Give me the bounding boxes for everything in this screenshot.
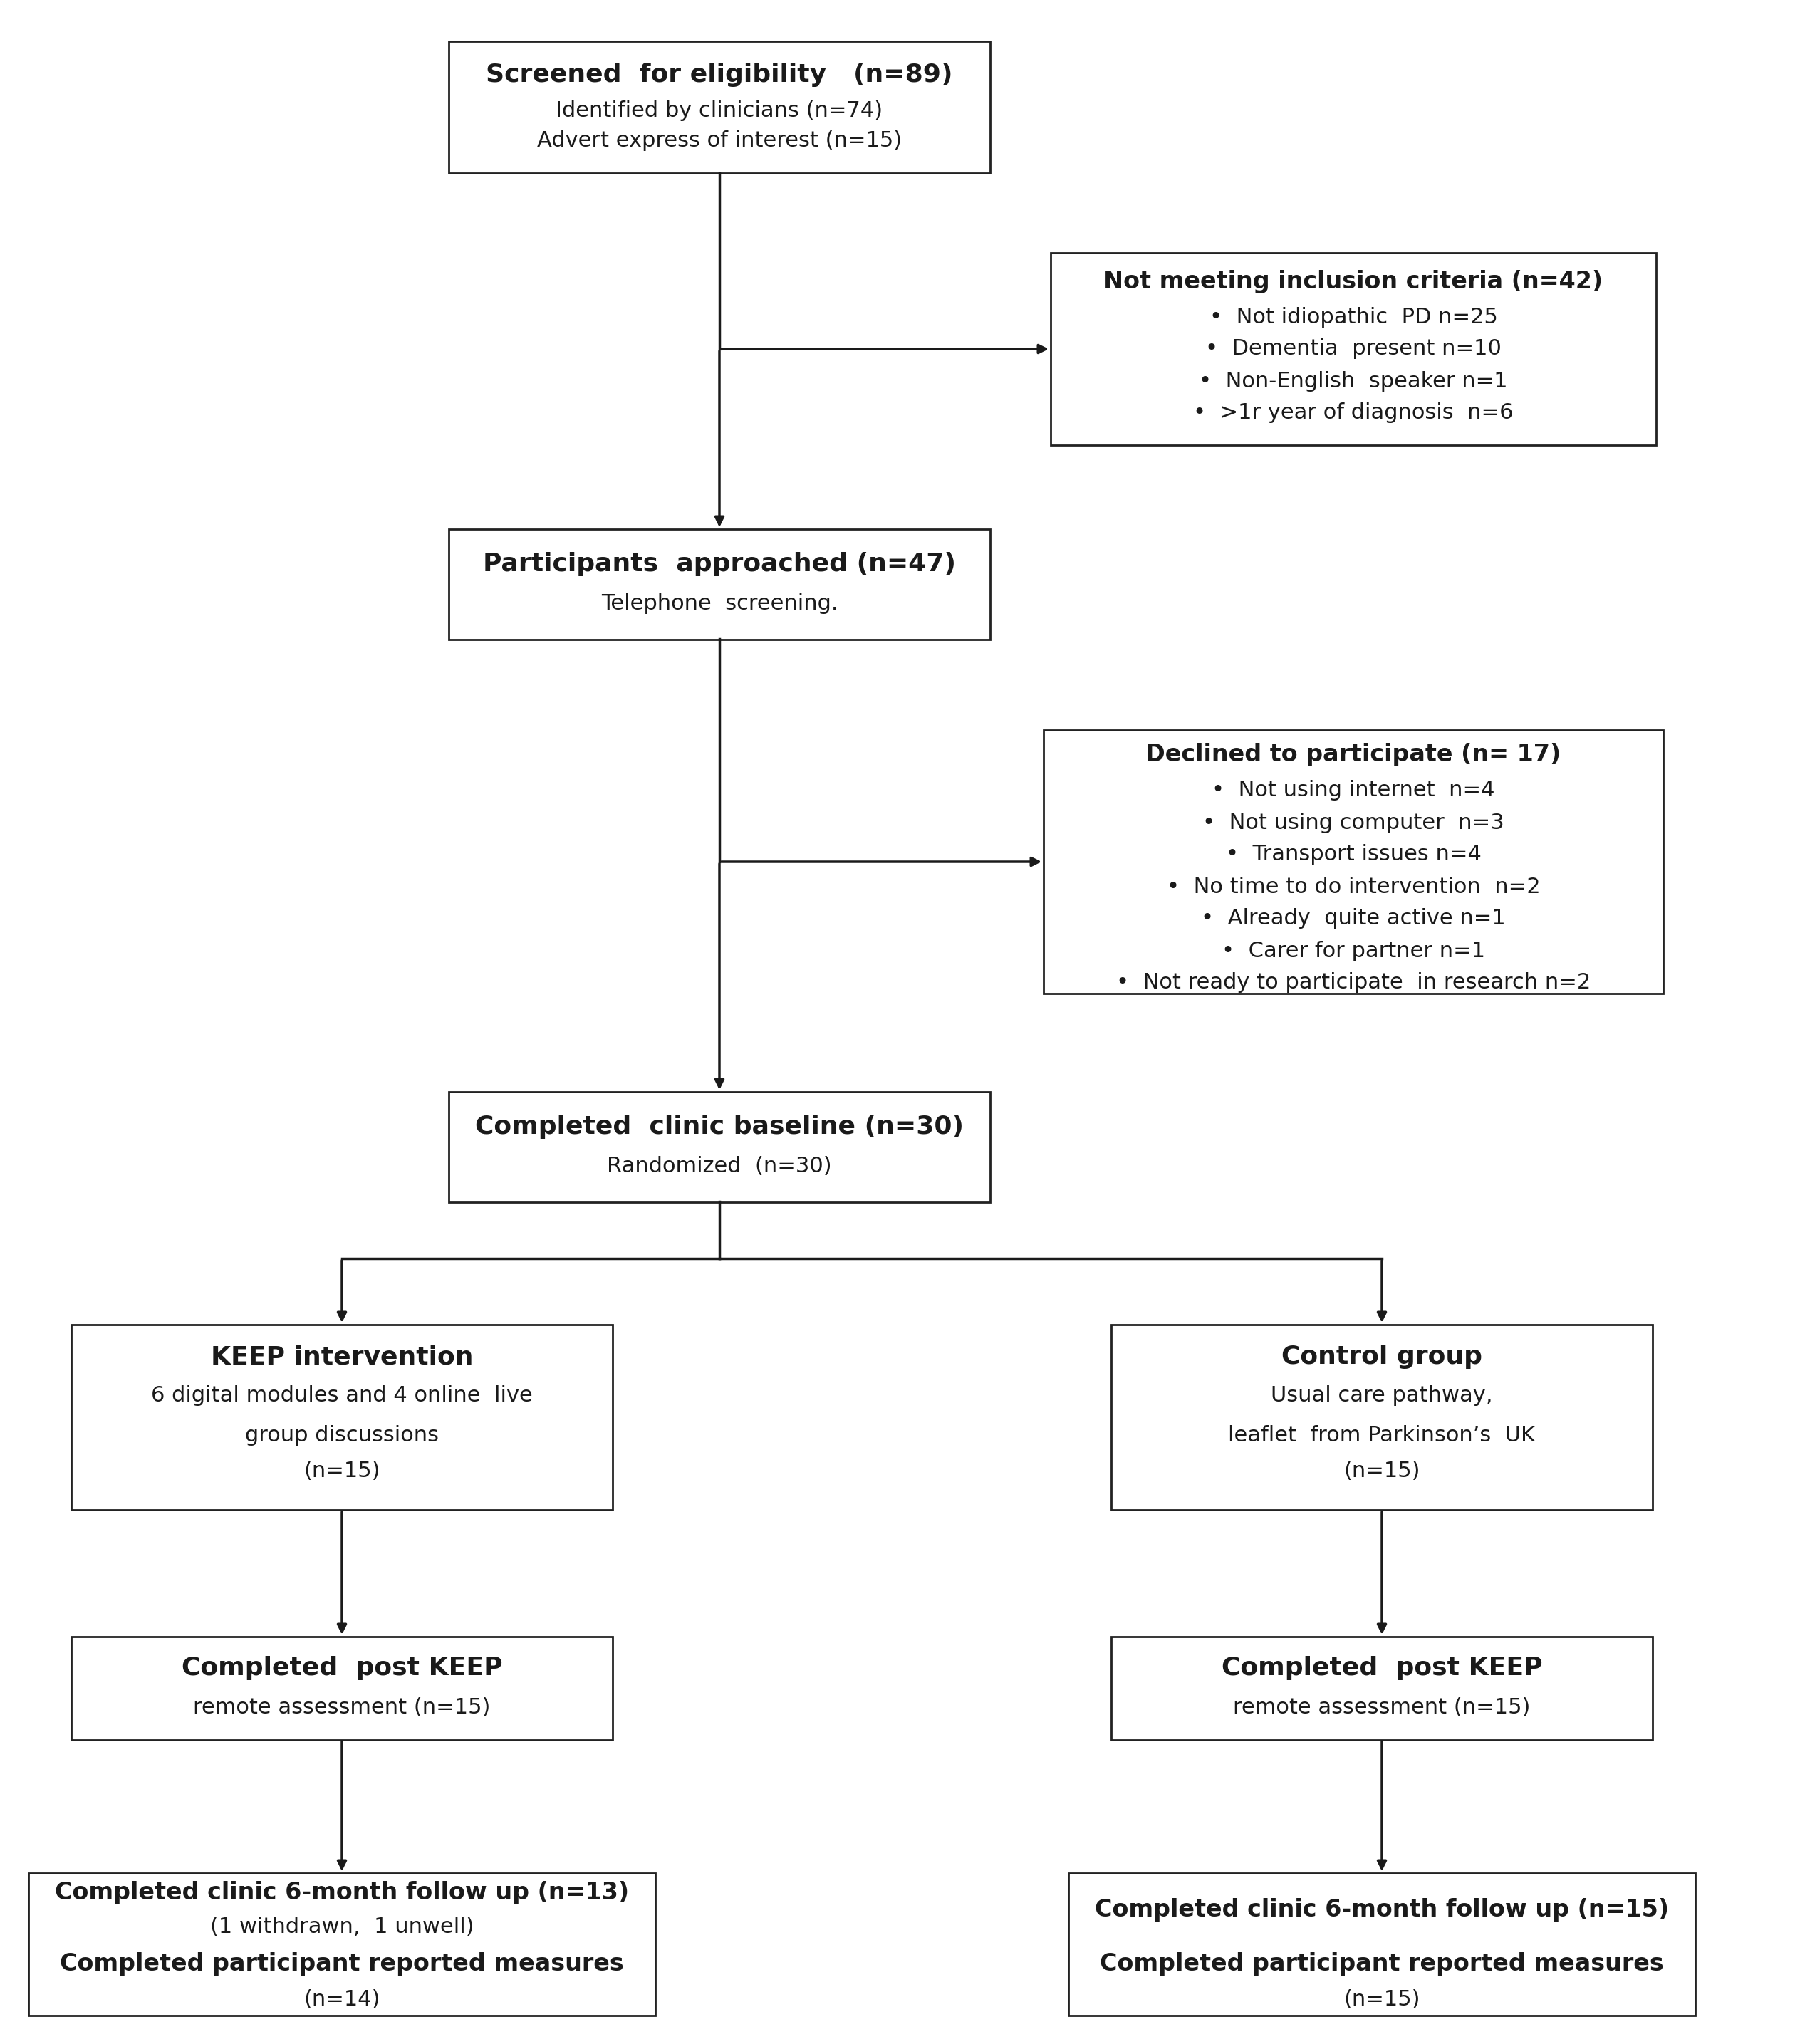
Bar xyxy=(449,41,991,172)
Text: remote assessment (n=15): remote assessment (n=15) xyxy=(1233,1697,1531,1719)
Text: •  Dementia  present n=10: • Dementia present n=10 xyxy=(1204,339,1501,360)
Text: Declined to participate (n= 17): Declined to participate (n= 17) xyxy=(1145,744,1562,766)
Text: 6 digital modules and 4 online  live: 6 digital modules and 4 online live xyxy=(151,1386,533,1406)
Text: Completed participant reported measures: Completed participant reported measures xyxy=(59,1952,625,1977)
Text: Completed  post KEEP: Completed post KEEP xyxy=(181,1656,503,1680)
Text: leaflet  from Parkinson’s  UK: leaflet from Parkinson’s UK xyxy=(1228,1425,1535,1445)
Text: •  >1r year of diagnosis  n=6: • >1r year of diagnosis n=6 xyxy=(1194,403,1513,423)
Text: •  Not using computer  n=3: • Not using computer n=3 xyxy=(1203,811,1504,832)
Bar xyxy=(72,1325,612,1511)
Text: Identified by clinicians (n=74): Identified by clinicians (n=74) xyxy=(556,100,883,121)
Text: (n=15): (n=15) xyxy=(1344,1459,1420,1482)
Bar xyxy=(1111,1637,1653,1739)
Text: (n=15): (n=15) xyxy=(303,1459,381,1482)
Text: Completed clinic 6-month follow up (n=13): Completed clinic 6-month follow up (n=13… xyxy=(56,1880,628,1905)
Text: •  Not ready to participate  in research n=2: • Not ready to participate in research n… xyxy=(1116,973,1590,993)
Text: (n=15): (n=15) xyxy=(1344,1989,1420,2009)
Bar xyxy=(449,1091,991,1202)
Text: •  Non-English  speaker n=1: • Non-English speaker n=1 xyxy=(1199,370,1508,390)
Text: •  Already  quite active n=1: • Already quite active n=1 xyxy=(1201,908,1506,930)
Bar xyxy=(1043,730,1664,993)
Bar xyxy=(72,1637,612,1739)
Text: •  Transport issues n=4: • Transport issues n=4 xyxy=(1226,844,1481,865)
Bar xyxy=(1050,253,1657,446)
Bar xyxy=(29,1872,655,2015)
Text: Usual care pathway,: Usual care pathway, xyxy=(1271,1386,1493,1406)
Bar xyxy=(1068,1872,1694,2015)
Text: Completed  clinic baseline (n=30): Completed clinic baseline (n=30) xyxy=(476,1114,964,1139)
Text: •  Not idiopathic  PD n=25: • Not idiopathic PD n=25 xyxy=(1210,307,1497,327)
Text: (n=14): (n=14) xyxy=(303,1989,381,2009)
Text: Screened  for eligibility   (n=89): Screened for eligibility (n=89) xyxy=(486,63,953,88)
Bar xyxy=(449,529,991,640)
Text: group discussions: group discussions xyxy=(246,1425,438,1445)
Text: Participants  approached (n=47): Participants approached (n=47) xyxy=(483,552,957,576)
Bar xyxy=(1111,1325,1653,1511)
Text: Completed  post KEEP: Completed post KEEP xyxy=(1221,1656,1542,1680)
Text: •  Carer for partner n=1: • Carer for partner n=1 xyxy=(1222,940,1484,961)
Text: Completed clinic 6-month follow up (n=15): Completed clinic 6-month follow up (n=15… xyxy=(1095,1899,1669,1921)
Text: Telephone  screening.: Telephone screening. xyxy=(601,593,838,615)
Text: remote assessment (n=15): remote assessment (n=15) xyxy=(194,1697,490,1719)
Text: KEEP intervention: KEEP intervention xyxy=(210,1345,474,1369)
Text: •  Not using internet  n=4: • Not using internet n=4 xyxy=(1212,781,1495,801)
Text: (1 withdrawn,  1 unwell): (1 withdrawn, 1 unwell) xyxy=(210,1917,474,1938)
Text: Not meeting inclusion criteria (n=42): Not meeting inclusion criteria (n=42) xyxy=(1104,270,1603,292)
Text: Randomized  (n=30): Randomized (n=30) xyxy=(607,1157,831,1177)
Text: Advert express of interest (n=15): Advert express of interest (n=15) xyxy=(537,131,901,151)
Text: •  No time to do intervention  n=2: • No time to do intervention n=2 xyxy=(1167,877,1540,897)
Text: Control group: Control group xyxy=(1282,1345,1483,1369)
Text: Completed participant reported measures: Completed participant reported measures xyxy=(1100,1952,1664,1977)
